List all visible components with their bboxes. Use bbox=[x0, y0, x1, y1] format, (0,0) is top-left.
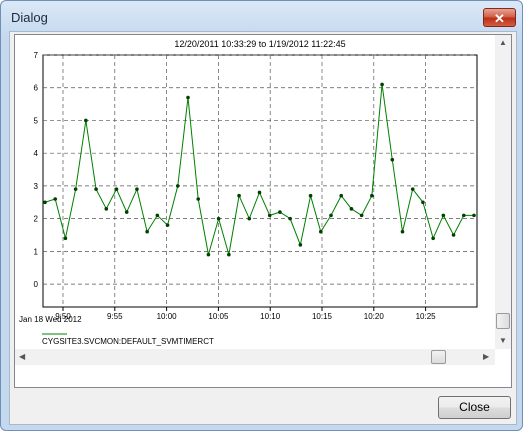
data-point bbox=[155, 213, 160, 218]
data-point bbox=[461, 213, 466, 218]
data-point bbox=[400, 229, 405, 234]
horizontal-scroll-thumb[interactable] bbox=[431, 350, 446, 364]
data-point bbox=[329, 213, 333, 218]
data-point bbox=[370, 193, 374, 198]
x-tick-label: 10:10 bbox=[260, 312, 281, 321]
gridlines bbox=[43, 54, 477, 307]
data-series bbox=[43, 82, 476, 257]
x-tick-label: 9:55 bbox=[107, 312, 123, 321]
x-axis: 9:50 9:55 10:00 10:05 10:10 10:15 10:20 10:25 bbox=[55, 307, 436, 321]
data-point bbox=[237, 193, 241, 198]
data-point bbox=[94, 187, 98, 191]
data-point bbox=[206, 252, 211, 257]
scroll-left-icon[interactable]: ◀ bbox=[19, 352, 26, 361]
vertical-scroll-thumb[interactable] bbox=[496, 313, 510, 329]
data-point bbox=[390, 157, 395, 162]
horizontal-scrollbar[interactable]: ◀ ▶ bbox=[15, 349, 495, 365]
data-point bbox=[165, 223, 170, 227]
data-point bbox=[114, 187, 119, 191]
data-point bbox=[421, 200, 425, 205]
scroll-down-icon[interactable]: ▼ bbox=[499, 336, 507, 345]
data-point bbox=[196, 197, 201, 201]
window-title: Dialog bbox=[11, 10, 48, 25]
y-tick-label: 7 bbox=[34, 51, 39, 60]
data-point bbox=[145, 229, 149, 234]
dialog-client-area: 12/20/2011 10:33:29 to 1/19/2012 11:22:4… bbox=[9, 31, 517, 425]
vertical-scrollbar[interactable]: ▲ ▼ bbox=[495, 35, 511, 349]
y-tick-label: 0 bbox=[34, 280, 39, 289]
data-point bbox=[247, 216, 252, 221]
scroll-up-icon[interactable]: ▲ bbox=[499, 38, 507, 47]
data-point bbox=[43, 200, 47, 205]
data-point bbox=[267, 213, 272, 218]
data-point bbox=[175, 184, 180, 188]
data-point bbox=[410, 187, 415, 191]
scroll-right-icon[interactable]: ▶ bbox=[483, 352, 490, 361]
data-point bbox=[431, 236, 435, 241]
data-point bbox=[298, 243, 303, 247]
y-axis: 0 1 2 3 4 5 6 7 bbox=[34, 51, 39, 289]
data-point bbox=[227, 252, 231, 257]
y-tick-label: 4 bbox=[34, 149, 39, 158]
data-point bbox=[186, 95, 190, 100]
data-point bbox=[380, 82, 384, 87]
data-point bbox=[318, 229, 323, 234]
data-point bbox=[349, 207, 354, 211]
data-point bbox=[339, 193, 344, 198]
data-point bbox=[359, 213, 364, 218]
data-point bbox=[104, 207, 109, 211]
x-tick-label: 10:15 bbox=[312, 312, 333, 321]
chart-panel: 12/20/2011 10:33:29 to 1/19/2012 11:22:4… bbox=[14, 34, 512, 388]
data-point bbox=[441, 213, 446, 218]
data-point bbox=[257, 190, 262, 195]
legend-label: CYGSITE3.SVCMON:DEFAULT_SVMTIMERCT bbox=[42, 337, 214, 346]
x-tick-label: 10:25 bbox=[416, 312, 437, 321]
data-point bbox=[53, 197, 58, 201]
data-point bbox=[288, 216, 292, 221]
x-tick-label: 10:20 bbox=[364, 312, 385, 321]
data-point bbox=[472, 213, 476, 218]
x-axis-sublabel: Jan 18 Wed 2012 bbox=[19, 315, 82, 324]
y-tick-label: 5 bbox=[34, 116, 39, 125]
close-button[interactable]: Close bbox=[438, 396, 511, 419]
y-tick-label: 6 bbox=[34, 84, 39, 93]
x-tick-label: 9:50 bbox=[55, 312, 71, 321]
x-tick-label: 10:00 bbox=[157, 312, 178, 321]
data-point bbox=[135, 187, 139, 191]
y-tick-label: 2 bbox=[34, 215, 39, 224]
data-point bbox=[73, 187, 78, 191]
x-tick-label: 10:05 bbox=[208, 312, 229, 321]
data-point bbox=[216, 216, 221, 221]
y-tick-label: 1 bbox=[34, 247, 39, 256]
data-point bbox=[308, 193, 313, 198]
data-point bbox=[124, 210, 129, 214]
data-point bbox=[63, 236, 68, 241]
line-chart: 12/20/2011 10:33:29 to 1/19/2012 11:22:4… bbox=[19, 39, 478, 346]
data-point bbox=[84, 118, 88, 123]
data-point bbox=[278, 210, 282, 214]
close-icon[interactable]: ✕ bbox=[483, 8, 516, 27]
chart-title: 12/20/2011 10:33:29 to 1/19/2012 11:22:4… bbox=[174, 39, 345, 49]
plot-area bbox=[42, 54, 478, 308]
y-tick-label: 3 bbox=[34, 182, 39, 191]
data-point bbox=[451, 233, 456, 237]
